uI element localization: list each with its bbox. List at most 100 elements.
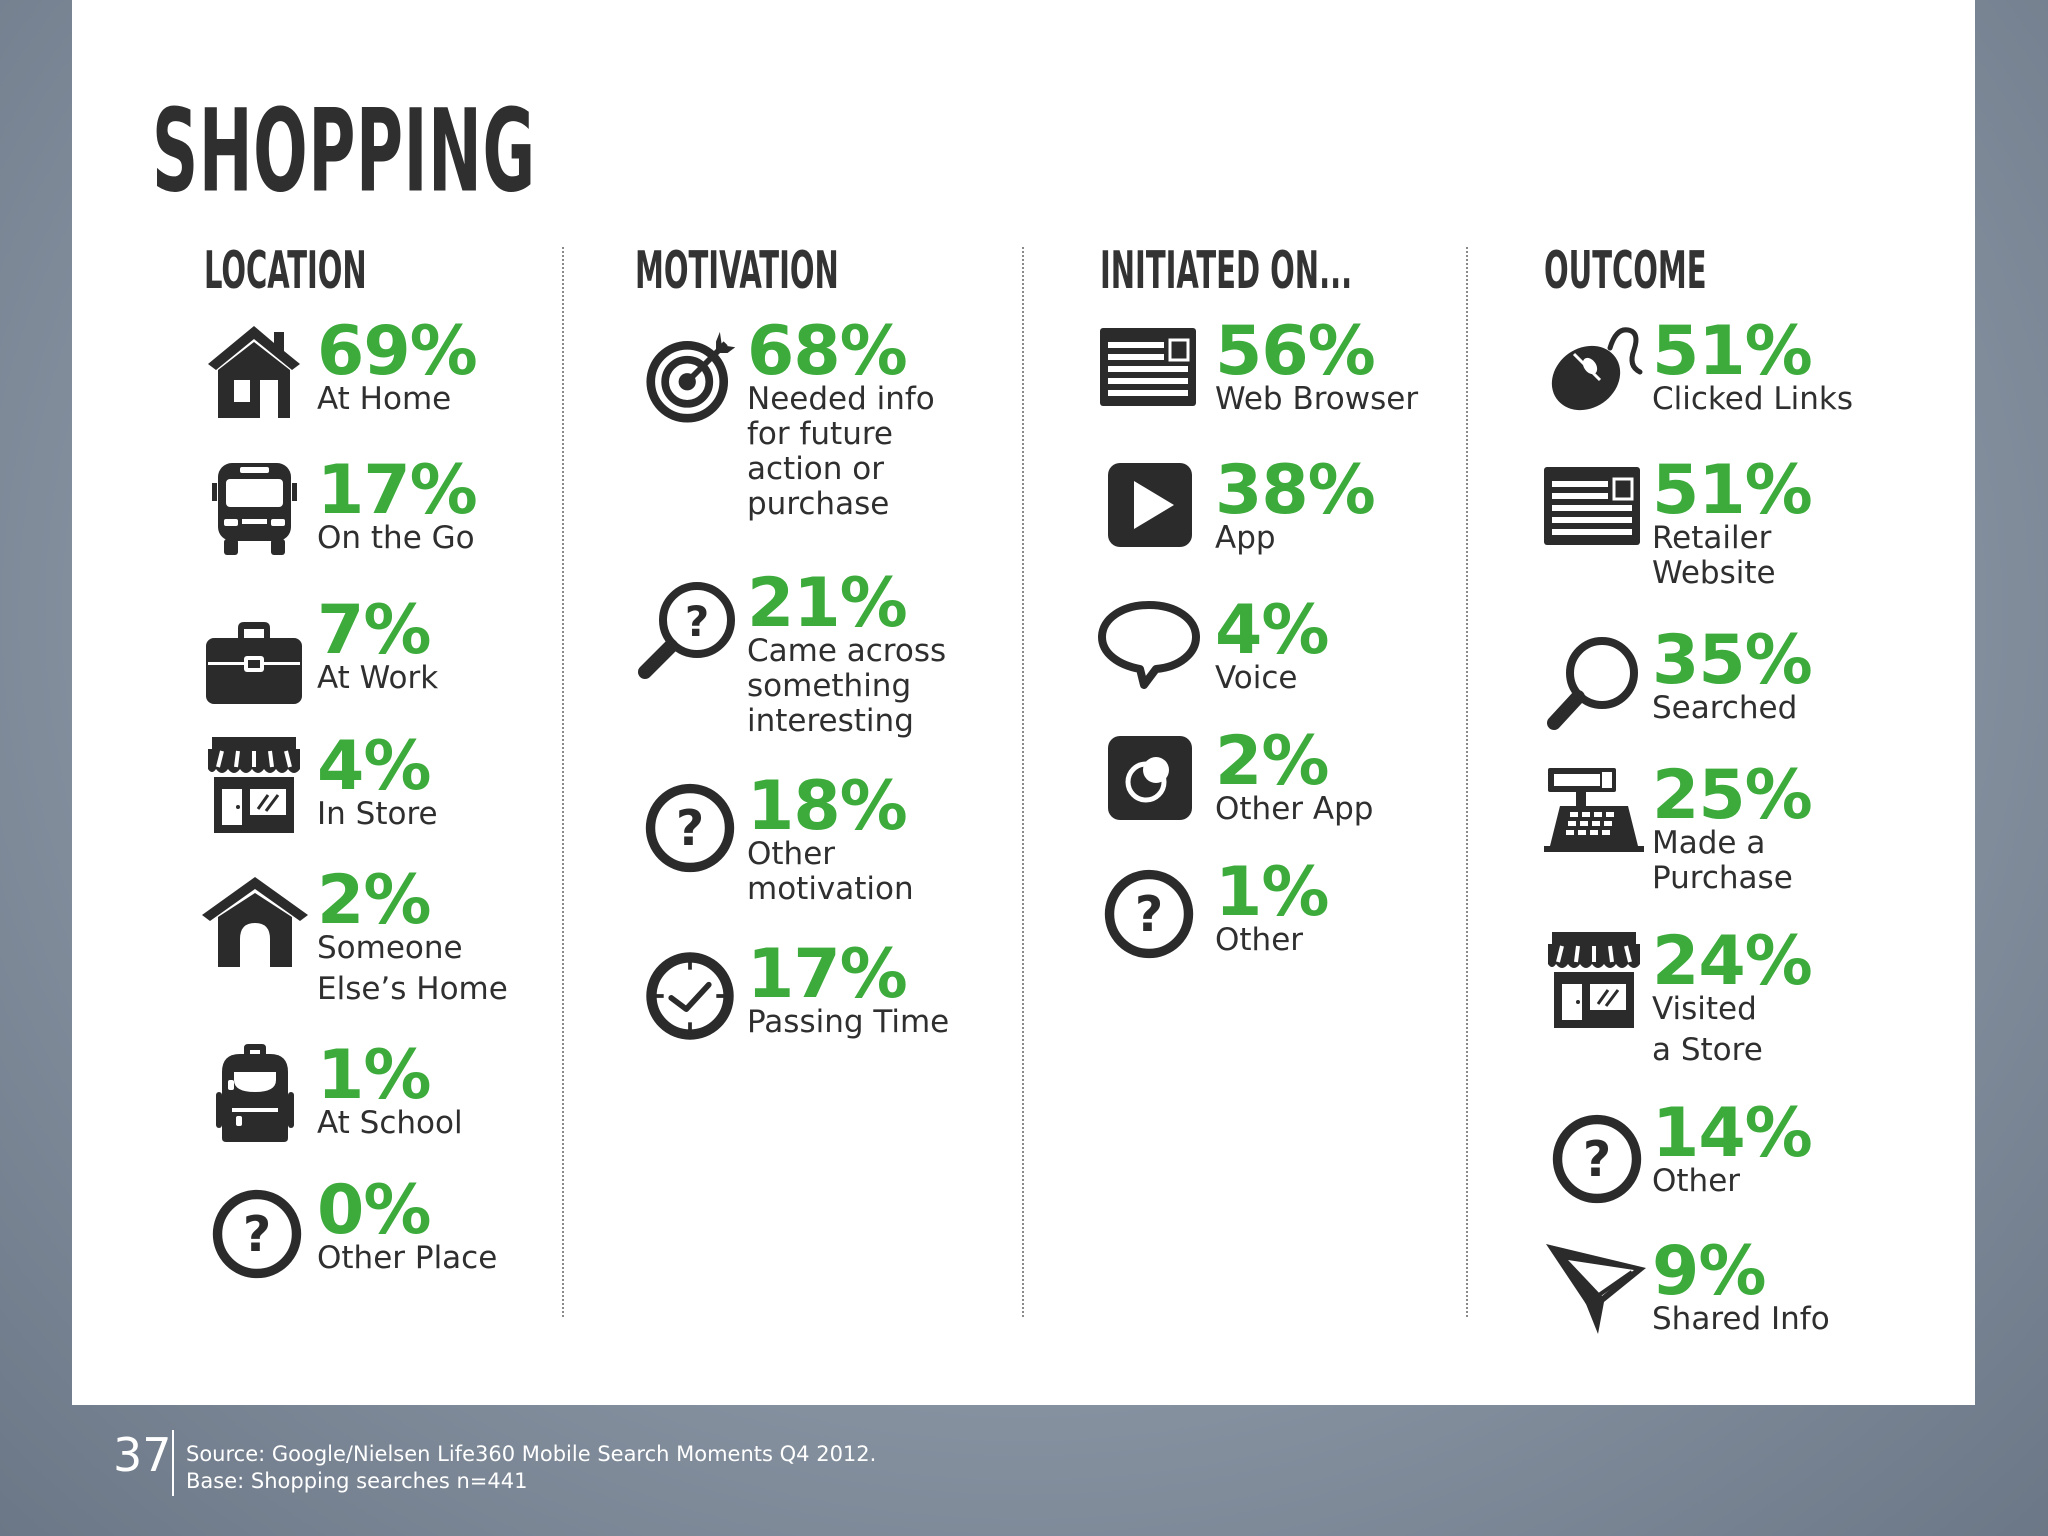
svg-text:?: ? bbox=[1583, 1131, 1611, 1188]
percent-value: 25% bbox=[1652, 756, 1813, 835]
target-icon bbox=[645, 328, 741, 424]
item-label: Website bbox=[1652, 555, 1776, 591]
column-heading: LOCATION bbox=[204, 241, 367, 301]
item-label: Purchase bbox=[1652, 860, 1793, 896]
percent-value: 56% bbox=[1215, 312, 1376, 391]
slide-card: SHOPPING LOCATION 69% At Home 17% On the… bbox=[72, 0, 1975, 1405]
footer-divider bbox=[172, 1430, 174, 1496]
percent-value: 68% bbox=[747, 312, 908, 391]
clock-icon bbox=[643, 949, 737, 1043]
speech-bubble-icon bbox=[1096, 599, 1202, 691]
percent-value: 1% bbox=[1215, 853, 1329, 932]
column-divider bbox=[562, 247, 564, 1317]
item-label: Other App bbox=[1215, 791, 1374, 827]
cash-register-icon bbox=[1544, 766, 1644, 854]
item-label: In Store bbox=[317, 796, 438, 832]
column-initiated-on: INITIATED ON... 56% Web Browser 38% App … bbox=[1098, 241, 1507, 959]
source-note: Source: Google/Nielsen Life360 Mobile Se… bbox=[186, 1442, 877, 1466]
item-label: Came across bbox=[747, 633, 947, 669]
percent-value: 17% bbox=[317, 451, 478, 530]
item-label: Shared Info bbox=[1652, 1301, 1830, 1337]
mouse-icon bbox=[1544, 322, 1654, 418]
question-icon: ? bbox=[643, 781, 737, 875]
column-location: LOCATION 69% At Home 17% On the Go 7% At… bbox=[202, 241, 508, 1279]
percent-value: 4% bbox=[317, 727, 431, 806]
base-note: Base: Shopping searches n=441 bbox=[186, 1469, 528, 1493]
bus-icon bbox=[212, 461, 297, 557]
item-label: At Work bbox=[317, 660, 439, 696]
percent-value: 21% bbox=[747, 564, 908, 643]
item-label: purchase bbox=[747, 486, 890, 522]
magnifier-icon bbox=[1544, 633, 1644, 733]
column-heading: INITIATED ON... bbox=[1100, 241, 1353, 301]
percent-value: 35% bbox=[1652, 621, 1813, 700]
percent-value: 24% bbox=[1652, 922, 1813, 1001]
item-label: Else’s Home bbox=[317, 971, 508, 1007]
briefcase-icon bbox=[204, 613, 304, 713]
svg-text:?: ? bbox=[243, 1206, 271, 1263]
paper-plane-icon bbox=[1544, 1242, 1648, 1338]
column-divider bbox=[1022, 247, 1024, 1317]
item-label: Made a bbox=[1652, 825, 1766, 861]
item-label: Clicked Links bbox=[1652, 381, 1854, 417]
house-icon bbox=[204, 320, 304, 420]
web-page-icon bbox=[1100, 328, 1196, 406]
percent-value: 0% bbox=[317, 1171, 431, 1250]
play-icon bbox=[1108, 463, 1192, 547]
item-label: Needed info bbox=[747, 381, 935, 417]
question-icon: ? bbox=[1102, 867, 1196, 961]
percent-value: 4% bbox=[1215, 591, 1329, 670]
storefront-icon bbox=[1544, 930, 1644, 1030]
item-label: Searched bbox=[1652, 690, 1798, 726]
item-label: On the Go bbox=[317, 520, 475, 556]
item-label: interesting bbox=[747, 703, 914, 739]
column-motivation: MOTIVATION 68% Needed info for future ac… bbox=[635, 241, 964, 1040]
web-page-icon bbox=[1544, 467, 1640, 545]
svg-text:?: ? bbox=[1135, 886, 1163, 943]
percent-value: 17% bbox=[747, 935, 908, 1014]
percent-value: 69% bbox=[317, 312, 478, 391]
storefront-icon bbox=[204, 735, 304, 835]
item-label: Passing Time bbox=[747, 1004, 950, 1040]
percent-value: 1% bbox=[317, 1036, 431, 1115]
column-divider bbox=[1466, 247, 1468, 1317]
percent-value: 18% bbox=[747, 767, 908, 846]
magnifier-question-icon: ? bbox=[635, 576, 741, 682]
item-label: a Store bbox=[1652, 1032, 1763, 1068]
item-label: for future bbox=[747, 416, 893, 452]
item-label: something bbox=[747, 668, 912, 704]
item-label: At School bbox=[317, 1105, 463, 1141]
question-icon: ? bbox=[1550, 1112, 1644, 1206]
svg-text:?: ? bbox=[676, 800, 704, 857]
percent-value: 2% bbox=[317, 861, 431, 940]
item-label: Web Browser bbox=[1215, 381, 1419, 417]
app-icon bbox=[1108, 736, 1192, 820]
percent-value: 51% bbox=[1652, 451, 1813, 530]
item-label: motivation bbox=[747, 871, 914, 907]
item-label: Voice bbox=[1215, 660, 1298, 696]
page-number: 37 bbox=[113, 1428, 172, 1482]
item-label: Visited bbox=[1652, 991, 1757, 1027]
column-heading: MOTIVATION bbox=[635, 241, 839, 301]
page-title: SHOPPING bbox=[152, 85, 536, 218]
item-label: App bbox=[1215, 520, 1276, 556]
item-label: At Home bbox=[317, 381, 452, 417]
percent-value: 51% bbox=[1652, 312, 1813, 391]
percent-value: 38% bbox=[1215, 451, 1376, 530]
percent-value: 7% bbox=[317, 591, 431, 670]
item-label: Other bbox=[1215, 922, 1304, 958]
percent-value: 2% bbox=[1215, 722, 1329, 801]
column-heading: OUTCOME bbox=[1544, 241, 1707, 301]
backpack-icon bbox=[214, 1042, 296, 1144]
percent-value: 14% bbox=[1652, 1094, 1813, 1173]
item-label: Other Place bbox=[317, 1240, 498, 1276]
item-label: action or bbox=[747, 451, 884, 487]
doghouse-icon bbox=[200, 873, 310, 969]
item-label: Other bbox=[747, 836, 836, 872]
svg-text:?: ? bbox=[685, 597, 709, 646]
item-label: Someone bbox=[317, 930, 463, 966]
item-label: Retailer bbox=[1652, 520, 1772, 556]
percent-value: 9% bbox=[1652, 1232, 1766, 1311]
item-label: Other bbox=[1652, 1163, 1741, 1199]
question-icon: ? bbox=[210, 1187, 304, 1281]
